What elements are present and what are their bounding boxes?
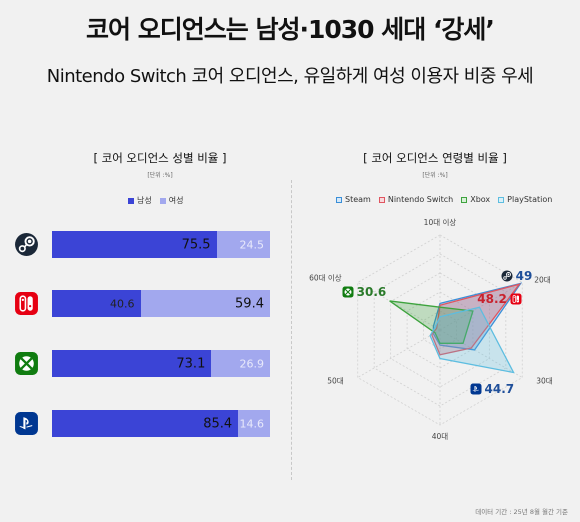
page-subtitle: Nintendo Switch 코어 오디언스, 유일하게 여성 이용자 비중 … [46, 66, 534, 87]
radar-series-playstation [429, 306, 515, 374]
xbox-icon [14, 351, 39, 376]
radar-grid-ring [406, 291, 474, 369]
radar-series-xbox [389, 300, 474, 344]
xbox-icon [342, 286, 354, 298]
legend-switch: Nintendo Switch [378, 195, 453, 204]
age-chart-title: [ 코어 오디언스 연령별 비율 ] [363, 151, 507, 165]
radar-axis-label: 10대 이상 [424, 217, 457, 227]
radar-spoke [439, 282, 523, 331]
female-bar: 26.9 [211, 350, 270, 377]
callout-value: 48.2 [477, 292, 507, 307]
age-legend: Steam Nintendo Switch Xbox PlayStation [336, 195, 552, 204]
legend-male: 남성 [128, 195, 152, 206]
male-value-label: 75.5 [181, 237, 211, 252]
age-chart-unit: [단위 :%] [422, 172, 448, 179]
male-bar: 75.5 [52, 231, 217, 258]
gender-chart-unit: [단위 :%] [147, 172, 173, 179]
male-bar: 85.4 [52, 410, 239, 437]
page-title: 코어 오디언스는 남성·1030 세대 ‘강세’ [86, 15, 495, 44]
male-value-label: 73.1 [176, 356, 206, 371]
female-value-label: 24.5 [239, 238, 264, 251]
switch-icon [14, 291, 39, 316]
data-period-note: 데이터 기간 : 25년 8월 월간 기준 [475, 508, 568, 516]
legend-female: 여성 [159, 195, 183, 206]
callout-value: 44.7 [484, 382, 515, 397]
radar-spoke [439, 329, 523, 378]
male-value-label: 85.4 [203, 416, 233, 431]
radar-axis-label: 40대 [432, 432, 449, 441]
playstation-icon [470, 383, 482, 395]
radar-grid-ring [423, 310, 457, 350]
callout-playstation: 44.7 [470, 382, 515, 397]
bar-row-1: 40.6 59.4 [52, 290, 270, 317]
male-bar: 40.6 [52, 290, 141, 317]
radar-axis-label: 60대 이상 [309, 273, 342, 283]
female-bar: 14.6 [238, 410, 270, 437]
gender-legend: 남성 여성 [128, 195, 183, 206]
radar-grid-ring [357, 234, 523, 426]
male-bar: 73.1 [52, 350, 212, 377]
panel-divider [291, 180, 292, 480]
female-bar: 59.4 [140, 290, 270, 317]
gender-chart-title: [ 코어 오디언스 성별 비율 ] [93, 151, 227, 165]
female-value-label: 26.9 [239, 357, 264, 370]
legend-xbox: Xbox [461, 195, 490, 204]
bar-row-0: 75.5 24.5 [52, 231, 270, 258]
callout-steam: 49 [501, 269, 533, 284]
female-value-label: 14.6 [239, 417, 264, 430]
radar-axis-label: 30대 [536, 377, 553, 386]
callout-xbox: 30.6 [342, 284, 387, 299]
bar-row-3: 85.4 14.6 [52, 410, 270, 437]
switch-icon [510, 293, 522, 305]
female-bar: 24.5 [216, 231, 270, 258]
radar-spoke [357, 329, 441, 378]
radar-grid-ring [390, 272, 490, 388]
bar-row-2: 73.1 26.9 [52, 350, 270, 377]
steam-icon [14, 232, 39, 257]
radar-axis-label: 50대 [327, 377, 344, 386]
female-value-label: 59.4 [235, 296, 264, 311]
legend-playstation: PlayStation [498, 195, 552, 204]
callout-switch: 48.2 [477, 292, 522, 306]
callout-value: 30.6 [356, 284, 387, 299]
male-value-label: 40.6 [110, 297, 135, 310]
radar-axis-label: 20대 [534, 276, 551, 285]
legend-steam: Steam [336, 195, 371, 204]
callout-value: 49 [515, 269, 533, 284]
playstation-icon [14, 411, 39, 436]
steam-icon [501, 270, 513, 282]
